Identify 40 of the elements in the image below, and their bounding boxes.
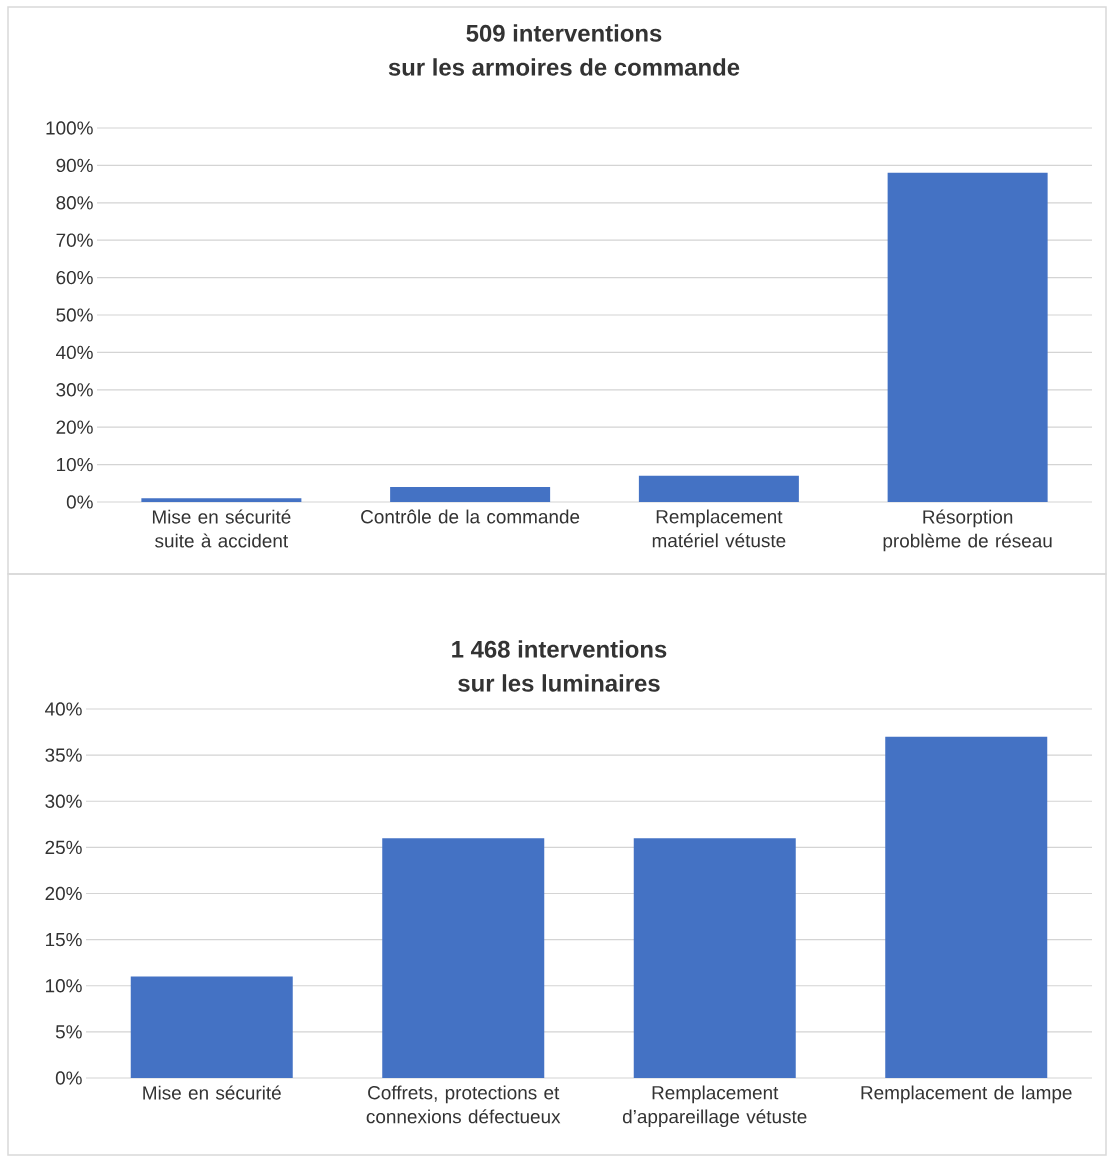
y-tick-label: 5% bbox=[55, 1025, 82, 1039]
y-tick-label: 25% bbox=[45, 840, 82, 855]
x-tick-label: Remplacement de lampe bbox=[861, 1085, 1072, 1104]
y-tick-label: 20% bbox=[45, 886, 82, 901]
x-tick-label: Coffrets, protections et connexions défectueux bbox=[366, 1085, 561, 1124]
y-tick-label: 70% bbox=[56, 233, 93, 247]
y-tick-label: 80% bbox=[56, 196, 93, 210]
y-tick-label: 40% bbox=[45, 702, 82, 716]
bar bbox=[638, 475, 799, 502]
y-tick-label: 90% bbox=[56, 158, 93, 173]
chart-title: 509 interventions bbox=[466, 24, 662, 42]
bar bbox=[382, 838, 545, 1078]
x-tick-label: Remplacement d’appareillage vétuste bbox=[622, 1085, 807, 1128]
chart-title: 1 468 interventions bbox=[452, 640, 667, 658]
x-tick-label: Résorption problème de réseau bbox=[883, 509, 1052, 552]
x-tick-label: Mise en sécurité bbox=[143, 1085, 281, 1100]
y-tick-label: 0% bbox=[66, 495, 93, 509]
chart-subtitle: sur les armoires de commande bbox=[388, 58, 740, 76]
y-tick-label: 15% bbox=[46, 932, 82, 947]
x-tick-label: Mise en sécurité suite à accident bbox=[152, 509, 291, 548]
y-tick-label: 10% bbox=[57, 457, 93, 472]
y-tick-label: 40% bbox=[56, 345, 93, 360]
bar bbox=[885, 736, 1048, 1078]
y-tick-label: 30% bbox=[56, 383, 93, 397]
y-tick-label: 10% bbox=[46, 979, 82, 993]
y-tick-label: 35% bbox=[45, 748, 82, 762]
y-tick-label: 20% bbox=[56, 420, 93, 434]
chart-subtitle: sur les luminaires bbox=[458, 674, 660, 692]
bar bbox=[633, 838, 796, 1078]
x-tick-label: Remplacement matériel vétuste bbox=[652, 509, 786, 548]
x-tick-label: Contrôle de la commande bbox=[361, 509, 580, 524]
y-tick-label: 0% bbox=[55, 1071, 82, 1085]
bar bbox=[390, 487, 551, 502]
y-tick-label: 50% bbox=[56, 308, 93, 322]
y-tick-label: 60% bbox=[56, 270, 93, 285]
y-tick-label: 100% bbox=[46, 121, 93, 135]
bar bbox=[141, 498, 302, 502]
y-tick-label: 30% bbox=[45, 794, 82, 808]
bar bbox=[130, 976, 293, 1078]
bar bbox=[887, 172, 1048, 502]
